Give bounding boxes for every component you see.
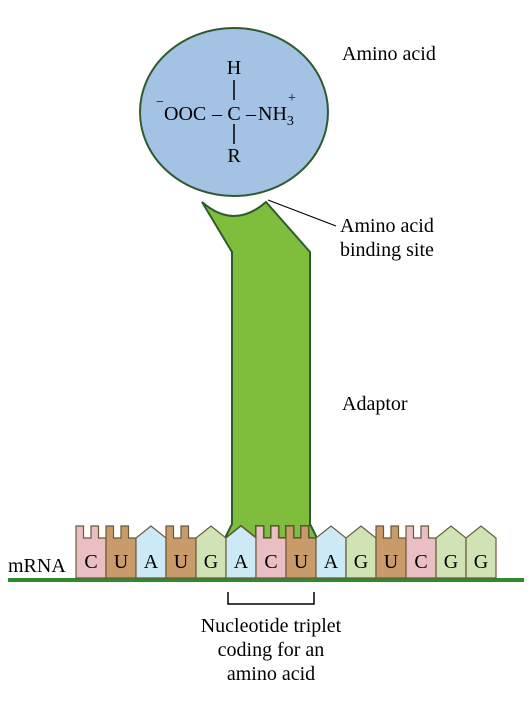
formula-dash1: – [211,103,223,125]
nucleotide-letter: U [294,551,309,573]
triplet-label-2: coding for an [218,639,325,661]
formula-plus: + [288,91,296,106]
nucleotide-letter: G [474,551,488,573]
nucleotide-letter: A [324,551,339,573]
adaptor-label: Adaptor [342,393,408,415]
nucleotide-letter: C [414,551,427,573]
formula-r: R [227,145,241,167]
triplet-bracket [228,592,314,604]
formula-minus: − [156,95,164,110]
nucleotide-letter: G [444,551,458,573]
nucleotide-letter: A [234,551,249,573]
nucleotide-letter: U [114,551,129,573]
nucleotide-letter: C [84,551,97,573]
nucleotide-letter: G [354,551,368,573]
nucleotide-letter: G [204,551,218,573]
formula-h: H [227,57,241,79]
nucleotide-letter: C [264,551,277,573]
formula-dash2: – [245,103,257,125]
binding-site-label-2: binding site [340,239,434,261]
triplet-label-3: amino acid [227,663,315,685]
mrna-label: mRNA [8,555,66,577]
amino-acid-label: Amino acid [342,43,436,65]
nucleotide-letter: U [384,551,399,573]
formula-ooc: OOC [164,103,206,125]
binding-site-label-1: Amino acid [340,215,434,237]
formula-c: C [227,103,240,125]
nucleotide-letter: A [144,551,159,573]
adaptor-shape [202,202,316,538]
nucleotide-letter: U [174,551,189,573]
triplet-label-1: Nucleotide triplet [201,615,342,637]
